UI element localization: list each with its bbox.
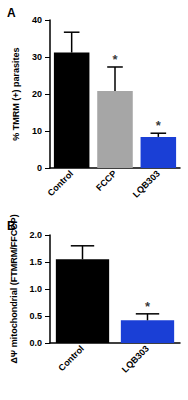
svg-text:*: * bbox=[145, 299, 151, 314]
svg-text:20: 20 bbox=[32, 89, 42, 99]
svg-text:2.0: 2.0 bbox=[29, 230, 42, 240]
svg-text:FCCP: FCCP bbox=[94, 168, 118, 192]
svg-text:ΔΨ mitochondrial (FTMRM/FFCCP): ΔΨ mitochondrial (FTMRM/FFCCP) bbox=[9, 214, 19, 363]
svg-text:B: B bbox=[7, 219, 16, 233]
svg-text:LQB303: LQB303 bbox=[131, 168, 162, 199]
svg-text:40: 40 bbox=[32, 15, 42, 25]
svg-text:0: 0 bbox=[37, 163, 42, 173]
svg-text:1.0: 1.0 bbox=[29, 284, 42, 294]
svg-text:0.0: 0.0 bbox=[29, 338, 42, 348]
svg-text:30: 30 bbox=[32, 52, 42, 62]
svg-text:A: A bbox=[7, 6, 16, 20]
svg-text:LQB303: LQB303 bbox=[120, 343, 151, 374]
svg-text:Control: Control bbox=[56, 343, 86, 373]
svg-text:0.5: 0.5 bbox=[29, 311, 42, 321]
svg-text:*: * bbox=[112, 52, 118, 67]
svg-text:*: * bbox=[156, 118, 162, 133]
svg-text:% TMRM (+) parasites: % TMRM (+) parasites bbox=[11, 47, 21, 140]
svg-text:Control: Control bbox=[46, 168, 76, 198]
svg-text:10: 10 bbox=[32, 126, 42, 136]
svg-text:1.5: 1.5 bbox=[29, 257, 42, 267]
